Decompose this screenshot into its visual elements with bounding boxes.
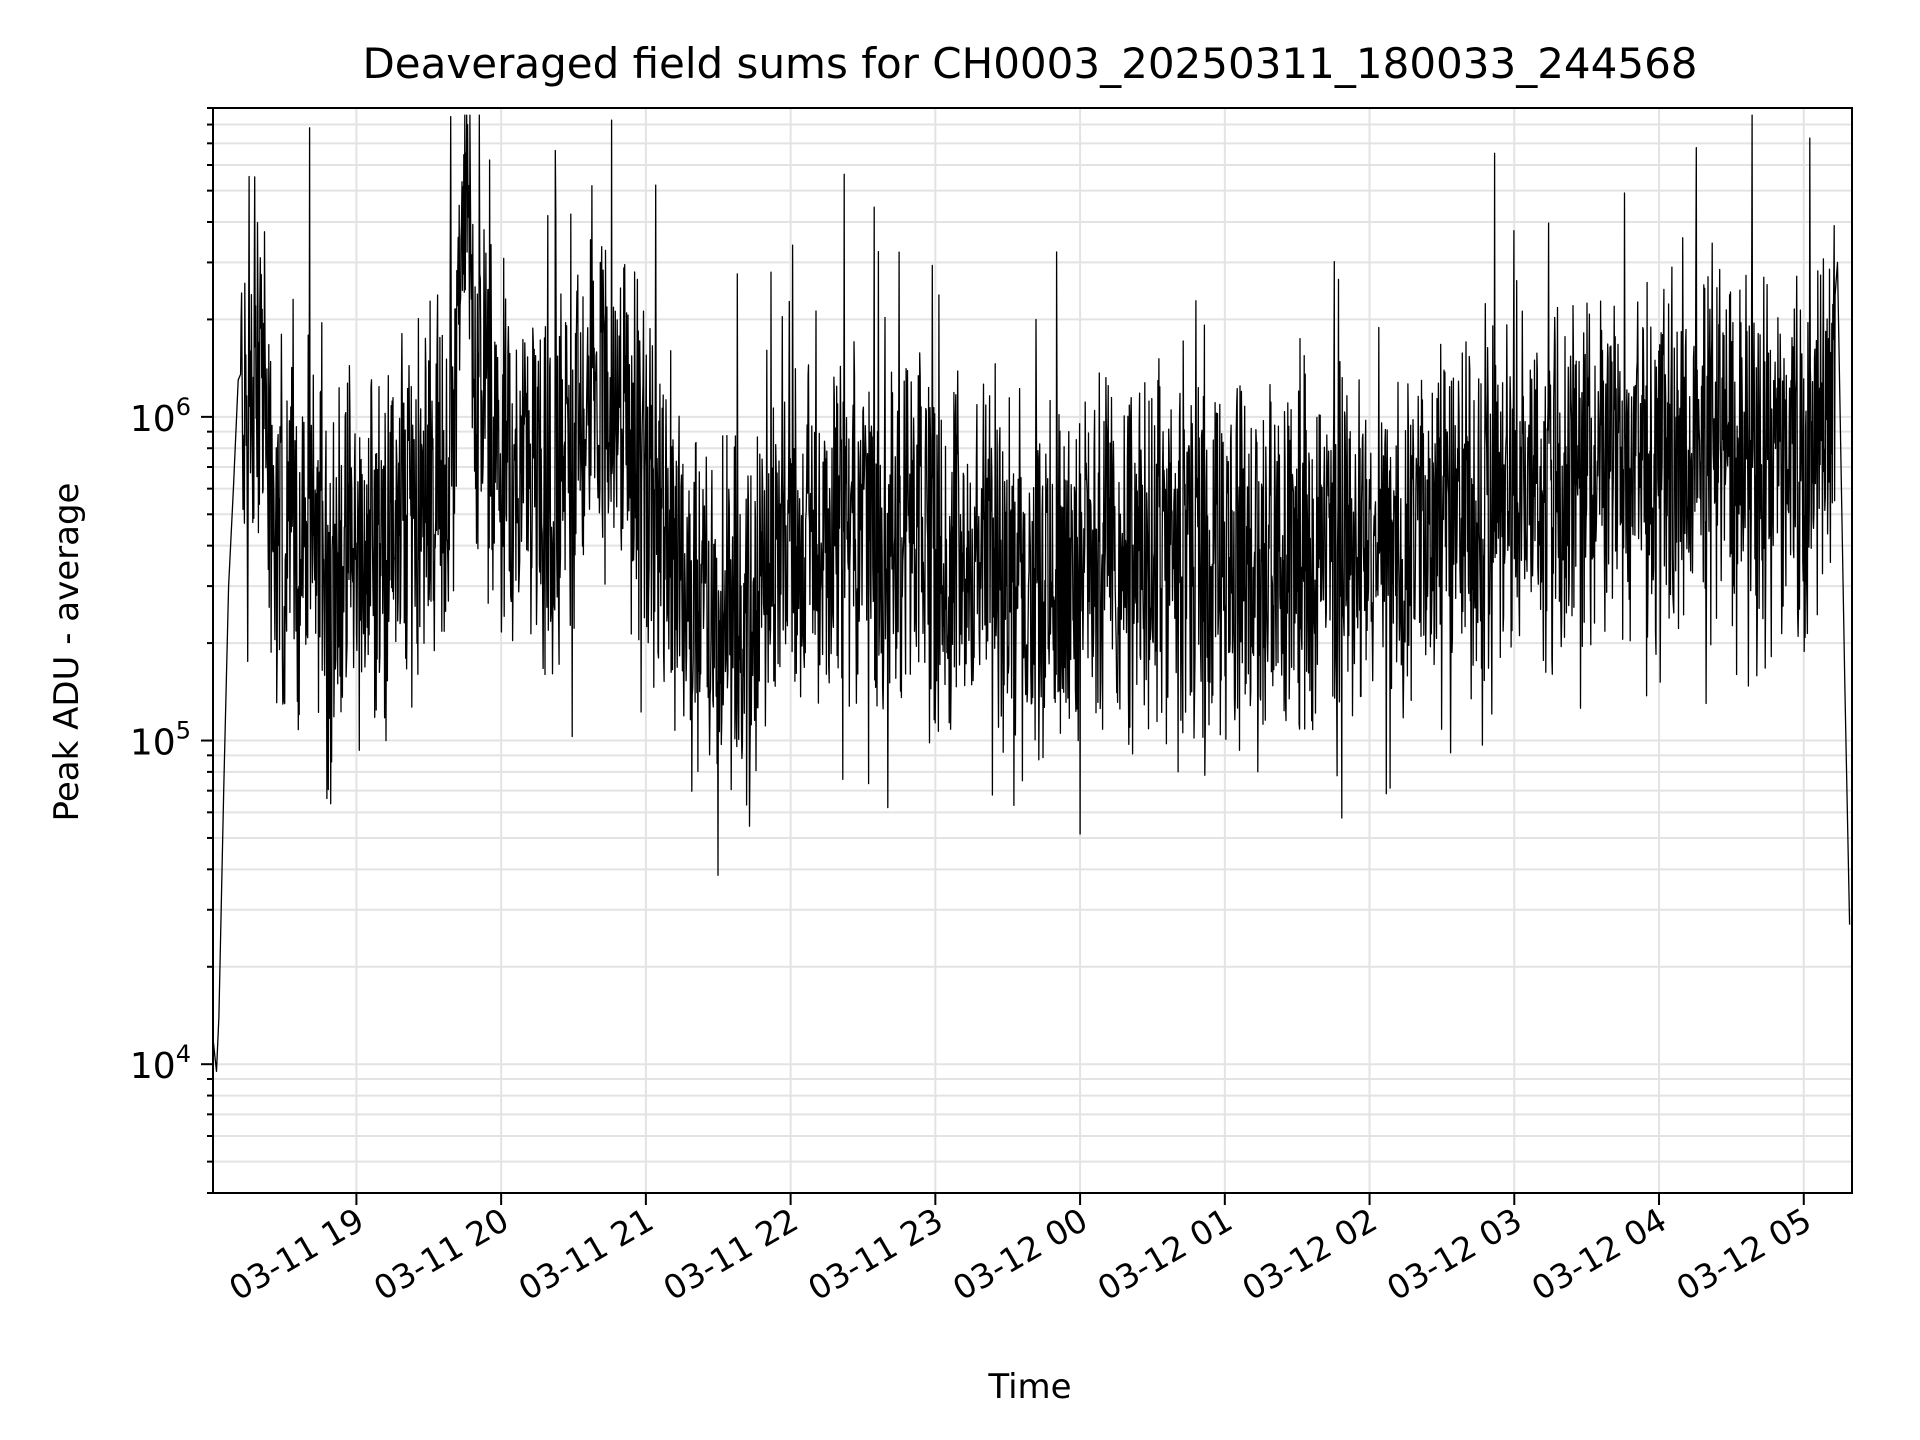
y-tick-label: 106 <box>130 393 191 440</box>
plot-area <box>212 114 1851 1073</box>
y-tick-label: 105 <box>130 717 191 764</box>
y-axis-label: Peak ADU - average <box>47 483 87 822</box>
series-line <box>212 114 1851 1073</box>
y-tick-label: 104 <box>130 1040 191 1087</box>
plot-frame <box>212 107 1853 1194</box>
chart-title: Deaveraged field sums for CH0003_2025031… <box>362 39 1697 88</box>
grid-layer <box>213 107 1852 1194</box>
x-axis-label: Time <box>987 1367 1071 1407</box>
